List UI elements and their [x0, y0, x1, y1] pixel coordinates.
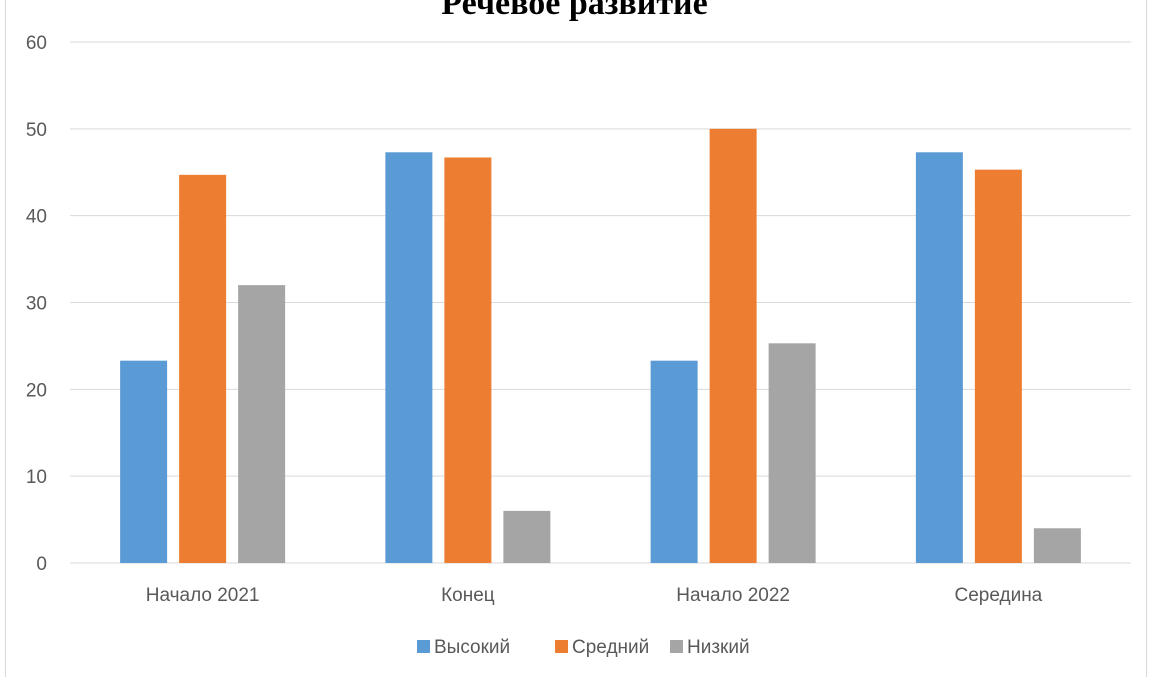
y-tick-label: 20	[26, 380, 47, 401]
x-axis-ticks: Начало 2021 Конец Начало 2022 Середина	[146, 585, 1043, 606]
y-tick-label: 60	[26, 33, 47, 54]
legend: Высокий Средний Низкий	[417, 637, 750, 658]
legend-item: Высокий	[417, 637, 510, 658]
bar-Низкий-Начало 2021	[238, 285, 286, 563]
x-tick-label: Начало 2021	[146, 585, 260, 606]
y-tick-label: 0	[36, 554, 47, 575]
legend-label: Средний	[572, 637, 649, 658]
legend-item: Низкий	[670, 637, 750, 658]
bar-Высокий-Конец	[385, 152, 433, 564]
y-tick-label: 30	[26, 294, 47, 315]
bar-Высокий-Начало 2021	[120, 360, 168, 563]
frame-border-right	[1146, 0, 1147, 677]
bar-Низкий-Конец	[503, 510, 551, 563]
y-tick-label: 50	[26, 120, 47, 141]
chart-title: Речевое развитие	[441, 0, 708, 22]
bar-Средний-Середина	[974, 169, 1022, 563]
legend-label: Низкий	[687, 637, 750, 658]
bars	[120, 128, 1081, 564]
y-axis-ticks: 0 10 20 30 40 50 60	[26, 33, 47, 575]
y-tick-label: 40	[26, 207, 47, 228]
y-tick-label: 10	[26, 467, 47, 488]
frame-border-left	[5, 0, 6, 677]
gridlines	[70, 41, 1131, 564]
x-tick-label: Середина	[954, 585, 1042, 606]
bar-Низкий-Начало 2022	[768, 343, 816, 563]
bar-Средний-Начало 2021	[179, 174, 227, 564]
legend-swatch	[555, 640, 568, 653]
legend-swatch	[417, 640, 430, 653]
legend-item: Средний	[555, 637, 649, 658]
bar-Высокий-Начало 2022	[650, 360, 698, 563]
legend-swatch	[670, 640, 683, 653]
x-tick-label: Начало 2022	[676, 585, 790, 606]
x-tick-label: Конец	[441, 585, 495, 606]
bar-Низкий-Середина	[1033, 528, 1081, 563]
bar-Высокий-Середина	[915, 152, 963, 564]
bar-Средний-Конец	[444, 157, 492, 563]
legend-label: Высокий	[434, 637, 510, 658]
bar-Средний-Начало 2022	[709, 128, 757, 564]
